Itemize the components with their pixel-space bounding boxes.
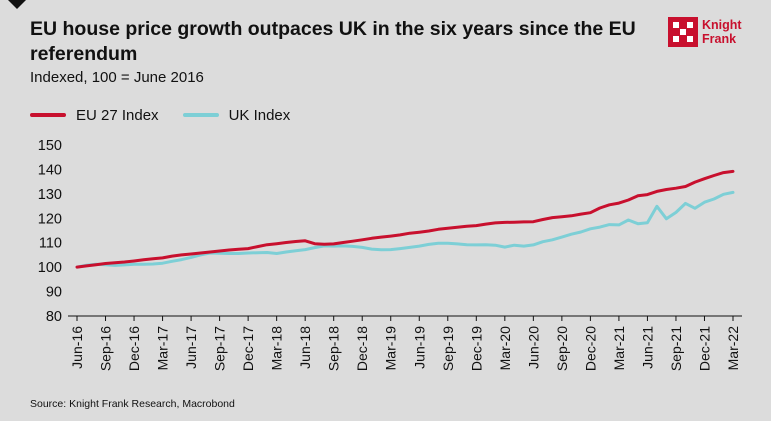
x-tick-label: Dec-17 (240, 326, 256, 371)
x-tick-label: Jun-20 (525, 326, 541, 369)
knight-frank-logo-icon (668, 17, 698, 47)
x-tick-label: Dec-16 (126, 326, 142, 371)
x-tick-label: Mar-20 (497, 326, 513, 371)
x-tick-label: Dec-21 (696, 326, 712, 371)
series-line-eu-27-index (75, 169, 735, 269)
y-tick-label: 90 (46, 285, 62, 301)
x-tick-label: Jun-18 (297, 326, 313, 369)
x-tick-label: Sep-21 (668, 326, 684, 371)
legend-label-uk: UK Index (228, 106, 291, 124)
x-tick-label: Jun-16 (69, 326, 85, 369)
x-tick-label: Jun-19 (411, 326, 427, 369)
y-tick-label: 150 (38, 138, 62, 154)
x-tick-label: Sep-18 (326, 326, 342, 371)
y-tick-label: 80 (46, 309, 62, 325)
x-tick-label: Mar-22 (725, 326, 741, 371)
x-tick-label: Dec-18 (354, 326, 370, 371)
legend-swatch-uk (182, 113, 219, 117)
knight-frank-logo: Knight Frank (668, 17, 758, 51)
chart-legend: EU 27 Index UK Index (30, 104, 314, 126)
source-note: Source: Knight Frank Research, Macrobond (30, 398, 235, 410)
knight-frank-logo-text: Knight Frank (702, 18, 742, 46)
x-tick-label: Jun-21 (639, 326, 655, 369)
x-tick-label: Dec-19 (468, 326, 484, 371)
x-tick-label: Mar-19 (383, 326, 399, 371)
x-tick-label: Dec-20 (582, 326, 598, 371)
logo-line-1: Knight (702, 18, 742, 32)
legend-label-eu: EU 27 Index (76, 106, 159, 124)
logo-line-2: Frank (702, 32, 737, 46)
x-tick-label: Mar-17 (155, 326, 171, 371)
series-line-uk-index (75, 190, 735, 269)
legend-item-eu: EU 27 Index (30, 107, 159, 124)
y-tick-label: 100 (38, 260, 62, 276)
legend-item-uk: UK Index (182, 106, 291, 124)
y-tick-label: 140 (38, 162, 62, 178)
y-tick-label: 130 (38, 187, 62, 203)
top-marker (8, 0, 26, 9)
chart-title: EU house price growth outpaces UK in the… (30, 18, 636, 65)
chart-subtitle: Indexed, 100 = June 2016 (30, 69, 204, 86)
x-tick-label: Mar-18 (269, 326, 285, 371)
x-tick-label: Sep-16 (98, 326, 114, 371)
y-tick-label: 120 (38, 211, 62, 227)
y-tick-label: 110 (39, 236, 62, 252)
x-tick-label: Sep-17 (212, 326, 228, 371)
x-tick-label: Jun-17 (183, 326, 199, 369)
x-tick-label: Mar-21 (611, 326, 627, 371)
x-tick-label: Sep-19 (440, 326, 456, 371)
legend-swatch-eu (30, 113, 66, 117)
x-tick-label: Sep-20 (554, 326, 570, 371)
